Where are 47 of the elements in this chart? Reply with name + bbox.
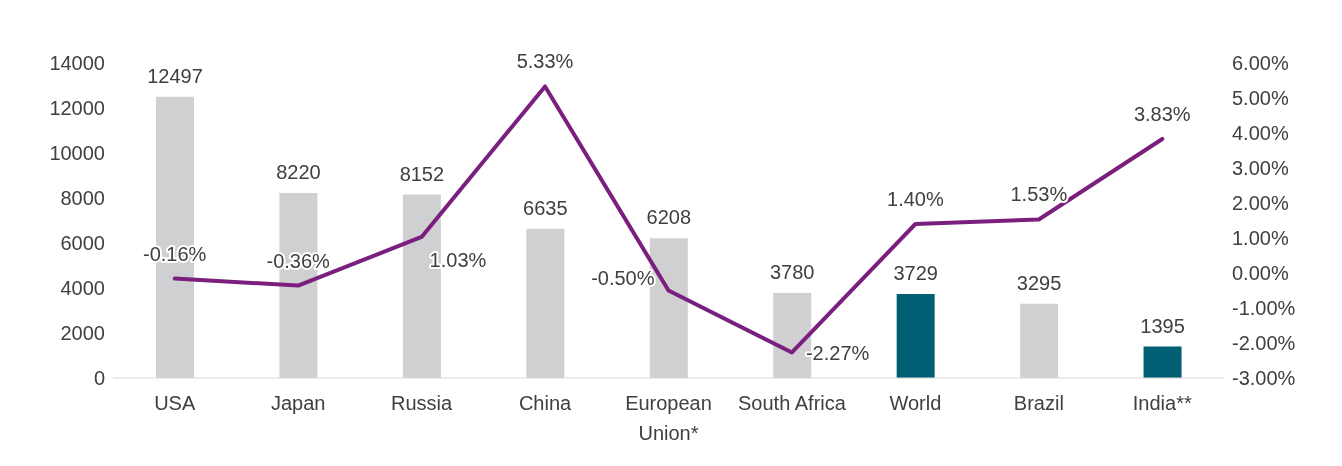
data-label: -2.27% [805, 342, 870, 365]
y-tick-label: 6000 [60, 232, 105, 255]
y2-tick-label: -2.00% [1232, 332, 1296, 355]
y2-tick-label: 1.00% [1232, 227, 1289, 250]
data-label: 1.53% [1010, 183, 1068, 206]
bar [896, 294, 935, 378]
data-label: 3295 [1016, 271, 1062, 294]
y2-tick-label: 5.00% [1232, 87, 1289, 110]
data-label: 8220 [276, 161, 321, 184]
x-tick-label: Brazil [1013, 392, 1064, 415]
data-label: -0.50% [591, 266, 655, 289]
x-tick-label: European Union* [625, 392, 712, 445]
y-tick-label: 0 [93, 367, 105, 390]
x-tick-label: Japan [270, 392, 326, 415]
data-label: 5.33% [516, 50, 574, 73]
data-label: 1.40% [887, 188, 944, 210]
x-tick-label: Russia [391, 392, 454, 415]
y2-tick-label: 4.00% [1232, 122, 1289, 145]
y-tick-label: 14000 [49, 52, 105, 75]
y-tick-label: 8000 [60, 187, 105, 210]
x-tick-label: South Africa [738, 392, 847, 415]
y2-tick-label: -1.00% [1232, 297, 1296, 320]
x-tick-label: USA [154, 392, 196, 415]
data-label: 6635 [523, 196, 568, 219]
data-label: 6208 [646, 206, 692, 229]
x-tick-label: India** [1132, 392, 1192, 415]
data-label: 8152 [399, 162, 445, 185]
bar [1143, 346, 1182, 378]
x-tick-label: World [889, 392, 942, 415]
y2-tick-label: 2.00% [1232, 192, 1289, 215]
data-label: 3780 [769, 260, 815, 283]
y-tick-label: 4000 [60, 277, 105, 300]
data-label: 1.03% [429, 248, 487, 271]
y-tick-label: 10000 [49, 142, 105, 165]
x-tick-label: China [518, 392, 573, 415]
data-label: 3.83% [1133, 102, 1191, 125]
y-tick-label: 2000 [60, 322, 105, 345]
y2-tick-label: -3.00% [1232, 367, 1296, 390]
data-label: 3729 [893, 262, 938, 285]
y-tick-label: 12000 [49, 97, 105, 120]
data-label: -0.16% [143, 242, 207, 265]
data-label: -0.36% [266, 249, 331, 272]
y2-tick-label: 0.00% [1232, 262, 1289, 285]
data-label: 12497 [147, 64, 203, 87]
y2-tick-label: 6.00% [1232, 52, 1289, 75]
y2-tick-label: 3.00% [1232, 157, 1289, 180]
data-label: 1395 [1140, 314, 1185, 337]
